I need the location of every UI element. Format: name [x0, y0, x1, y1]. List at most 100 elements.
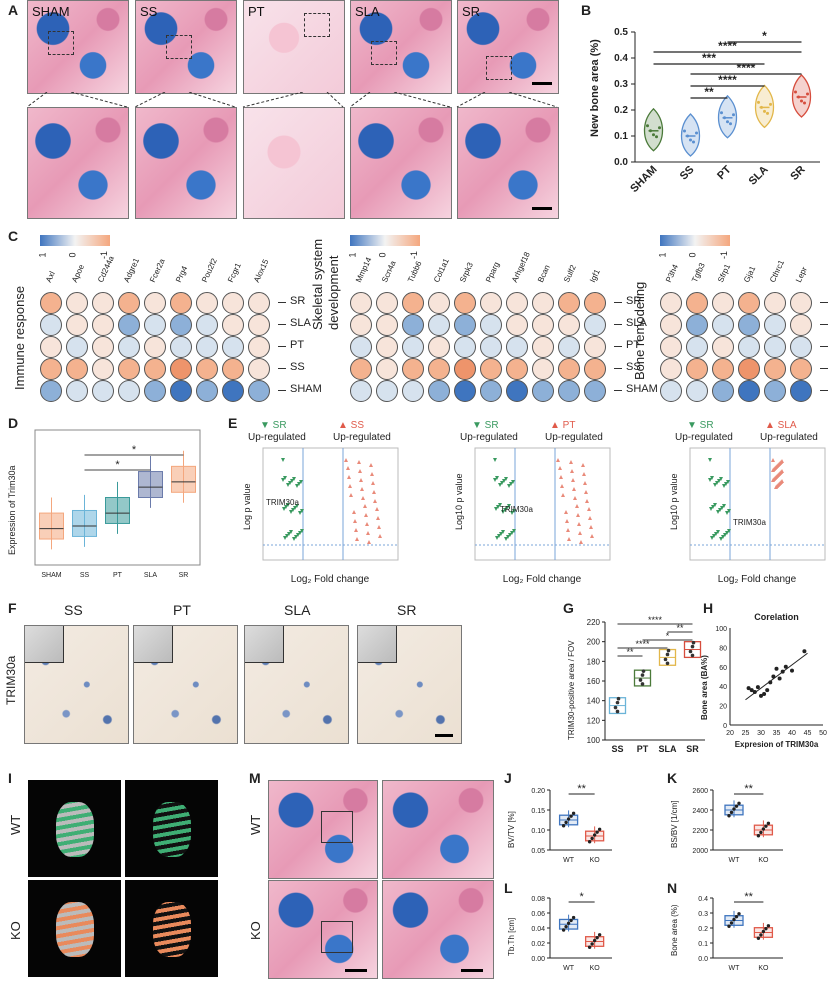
data-point [764, 926, 768, 931]
up-point [771, 478, 775, 482]
box-chart-j: 0.05 0.10 0.15 0.20 BV/TV [%] WT KO ** [507, 783, 612, 864]
heat-cell [506, 358, 528, 380]
down-point [292, 537, 296, 541]
data-point [569, 918, 573, 923]
data-point [652, 133, 655, 137]
right-group-label: ▲ PT [550, 420, 575, 431]
data-point [683, 129, 686, 133]
panel-label-k: K [667, 770, 678, 786]
data-point [569, 814, 573, 818]
data-point [734, 804, 739, 808]
heat-cell [764, 380, 786, 402]
heat-cell [558, 380, 580, 402]
gene-label: Tubb6 [406, 259, 424, 284]
data-point [640, 682, 645, 686]
up-point [344, 458, 348, 462]
row-tick [614, 368, 622, 369]
trichrome-zoom-ko [382, 880, 494, 979]
heat-cell [40, 314, 62, 336]
row-tick [278, 368, 286, 369]
down-point [497, 534, 501, 538]
heat-cell [248, 380, 270, 402]
fit-line [745, 652, 808, 701]
down-point [504, 537, 508, 541]
heat-cell [712, 292, 734, 314]
data-point [759, 693, 763, 698]
violin-sla [754, 84, 775, 129]
zoom-line [188, 92, 236, 108]
panel-label-l: L [504, 880, 513, 896]
up-point [589, 525, 593, 529]
data-point [797, 95, 800, 99]
data-point [774, 666, 779, 671]
data-point [732, 807, 736, 811]
row-tick [614, 302, 622, 303]
y-tick-label: 0.0 [698, 956, 708, 963]
up-point [561, 493, 565, 497]
heat-cell [376, 292, 398, 314]
down-point [295, 484, 299, 488]
data-point [615, 709, 620, 714]
heat-cell [40, 292, 62, 314]
y-tick-label: 0.05 [531, 848, 545, 855]
x-tick-label: SS [611, 744, 623, 754]
down-point [287, 532, 291, 536]
heat-cell [40, 358, 62, 380]
x-tick-label: WT [563, 857, 575, 864]
down-point [300, 509, 304, 513]
row-tick [820, 390, 828, 391]
heat-cell [196, 380, 218, 402]
microct-ko-1 [125, 880, 218, 977]
heat-cell [532, 314, 554, 336]
down-point [297, 482, 301, 486]
down-point [501, 510, 505, 514]
up-point [582, 472, 586, 476]
down-point [289, 530, 293, 534]
panel-label-m: M [249, 770, 261, 786]
bone-render [153, 902, 191, 957]
ihc-image-pt [133, 625, 238, 744]
section-title: Immune response [12, 285, 27, 390]
x-tick-label: KO [590, 965, 601, 972]
down-point [720, 506, 724, 510]
up-point [585, 499, 589, 503]
panel-label-f: F [8, 600, 17, 616]
data-point [688, 649, 693, 654]
heat-cell [248, 292, 270, 314]
up-point [575, 504, 579, 508]
data-point [790, 668, 794, 673]
gene-label: Col1a1 [432, 257, 451, 284]
sig-stars: ** [744, 783, 753, 795]
up-point [346, 466, 350, 470]
row-tick [820, 368, 828, 369]
group-label: PT [248, 4, 265, 19]
up-point [373, 499, 377, 503]
heat-cell [170, 358, 192, 380]
group-label: SHAM [32, 4, 70, 19]
row-label: TRIM30a [4, 655, 18, 705]
heat-cell [506, 336, 528, 358]
down-point [290, 479, 294, 483]
heat-cell [350, 336, 372, 358]
y-axis-label: TRIM30-positive area / FOV [567, 640, 576, 740]
histology-zoom-sla [350, 107, 452, 219]
x-tick-label: PT [715, 163, 734, 182]
down-point [506, 535, 510, 539]
bone-render [153, 802, 191, 857]
down-point [508, 533, 512, 537]
data-point [690, 644, 695, 649]
y-tick-label: 0.08 [531, 896, 545, 903]
data-point [595, 935, 599, 940]
plot-frame [262, 447, 399, 561]
up-point [372, 490, 376, 494]
heat-cell [738, 336, 760, 358]
up-point [565, 519, 569, 523]
row-tick [278, 324, 286, 325]
down-point [281, 478, 285, 482]
up-point [366, 531, 370, 535]
group-label: SR [397, 602, 417, 618]
data-point [655, 135, 658, 139]
heat-cell [584, 358, 606, 380]
zoom-line [70, 92, 128, 108]
